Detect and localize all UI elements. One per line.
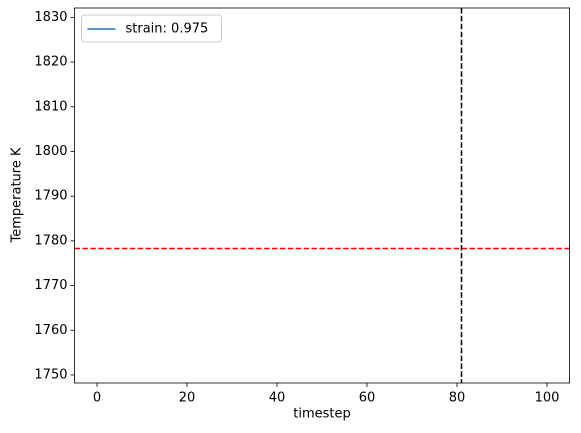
y-tick-label: 1830 [34,10,67,25]
y-tick-label: 1750 [34,367,67,382]
legend-box [81,14,222,43]
y-tick-label: 1810 [34,99,67,114]
legend-label: strain: 0.975 [126,22,209,37]
plot-frame [74,7,570,384]
x-tick-label: 20 [179,391,196,406]
y-tick-label: 1800 [34,144,67,159]
y-tick-label: 1790 [34,189,67,204]
x-tick-label: 0 [93,391,101,406]
x-tick-label: 40 [269,391,286,406]
x-tick-label: 100 [535,391,560,406]
y-axis-label: Temperature K [10,147,25,243]
y-tick-label: 1780 [34,233,67,248]
y-tick-label: 1760 [34,323,67,338]
x-tick-label: 60 [359,391,376,406]
y-tick-label: 1770 [34,278,67,293]
x-axis-label: timestep [293,407,351,422]
x-tick-label: 80 [449,391,466,406]
y-tick-label: 1820 [34,55,67,70]
